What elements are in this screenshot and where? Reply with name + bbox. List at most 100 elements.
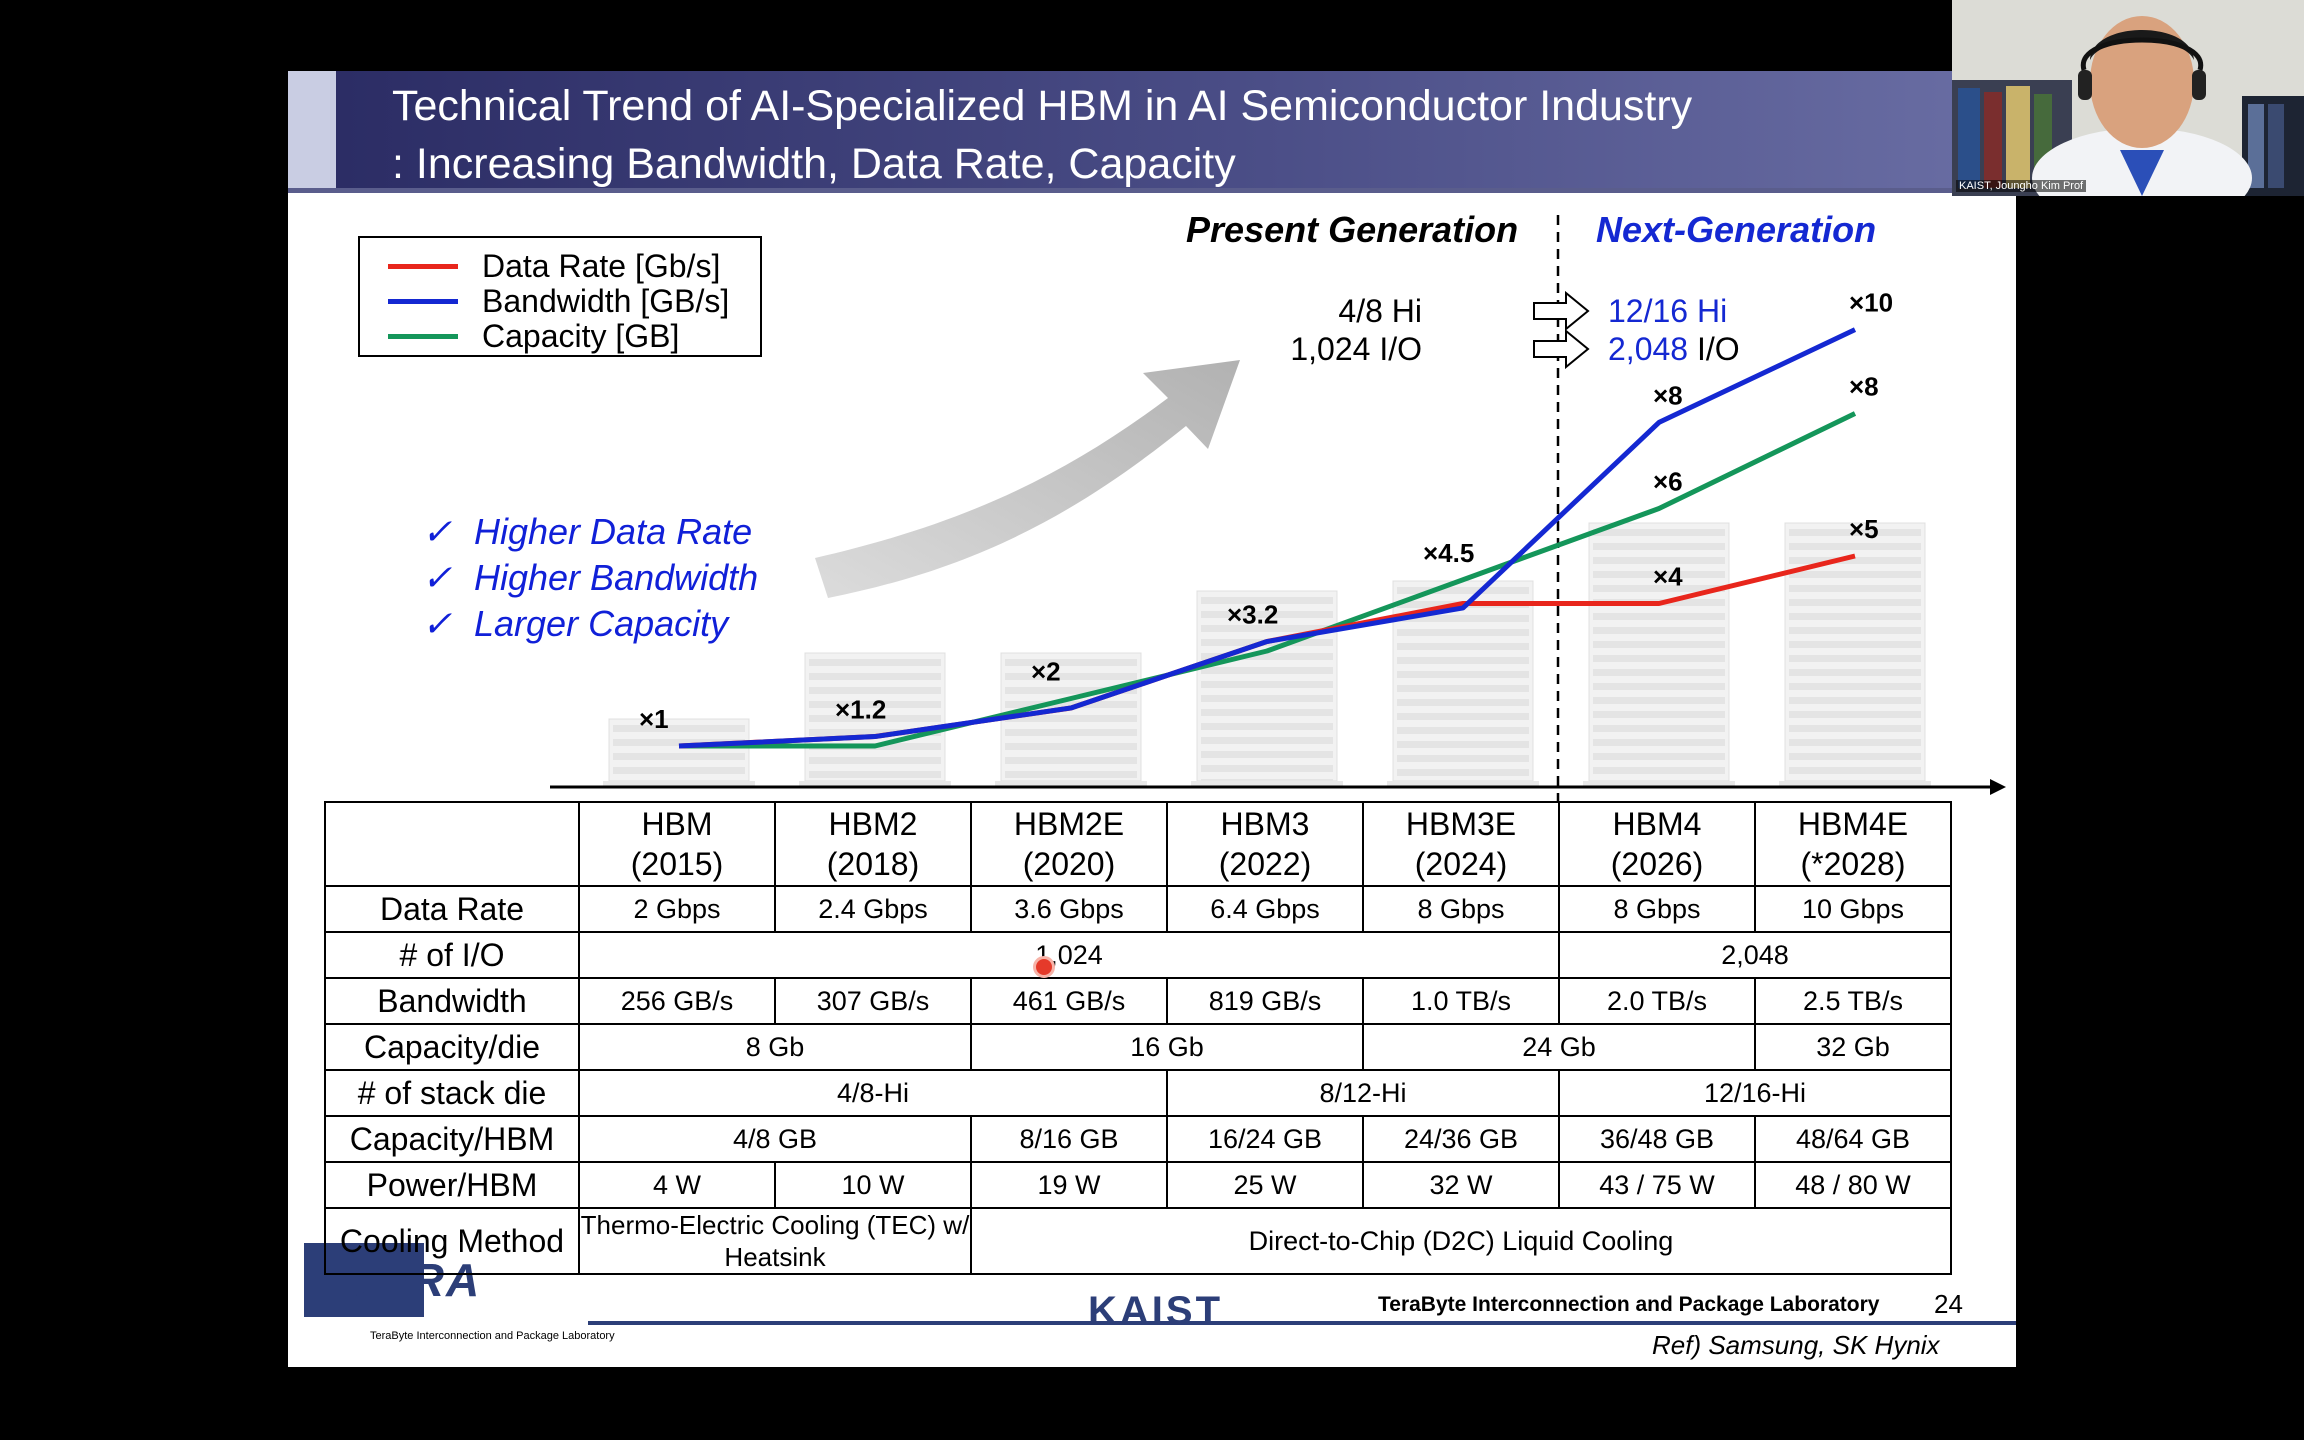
table-cell: 24 Gb <box>1362 1023 1756 1071</box>
table-column-header: HBM4 (2026) <box>1558 801 1756 887</box>
row-header: # of I/O <box>324 931 580 979</box>
table-column-header: HBM4E (*2028) <box>1754 801 1952 887</box>
table-header-row: HBM (2015) HBM2 (2018) HBM2E (2020) HBM3 (2022)… <box>324 801 1952 887</box>
column-year: (2026) <box>1610 846 1704 882</box>
hbm-die-layer <box>1789 585 1921 592</box>
row-header: Data Rate <box>324 885 580 933</box>
present-generation-label: Present Generation <box>1186 209 1519 250</box>
hbm-die-layer <box>1397 615 1529 622</box>
table-cell: 1.0 TB/s <box>1362 977 1560 1025</box>
column-year: (2024) <box>1414 846 1508 882</box>
column-name: HBM3 <box>1220 806 1310 842</box>
hbm-substrate <box>1387 781 1539 787</box>
hbm-die-layer <box>809 701 941 708</box>
row-header: Power/HBM <box>324 1161 580 1209</box>
stack-from: 4/8 Hi <box>1338 293 1422 329</box>
lab-name: TeraByte Interconnection and Package Lab… <box>1378 1293 1880 1316</box>
table-cell: 16 Gb <box>970 1023 1364 1071</box>
table-cell: 2,048 <box>1558 931 1952 979</box>
hbm-die-layer <box>1397 671 1529 678</box>
table-column-header: HBM2E (2020) <box>970 801 1168 887</box>
hbm-die-layer <box>1789 725 1921 732</box>
bullet-text: Higher Bandwidth <box>474 557 759 598</box>
table-cell: 1,024 <box>578 931 1560 979</box>
hbm-die-layer <box>809 771 941 778</box>
legend-label: Data Rate [Gb/s] <box>482 248 721 284</box>
multiplier-label: ×5 <box>1849 514 1879 544</box>
hbm-die-layer <box>1789 529 1921 536</box>
io-from: 1,024 I/O <box>1290 331 1422 367</box>
table-cell: 2 Gbps <box>578 885 776 933</box>
table-column-header: HBM3E (2024) <box>1362 801 1560 887</box>
table-cell: 2.4 Gbps <box>774 885 972 933</box>
table-cell: 8 Gb <box>578 1023 972 1071</box>
hbm-stack-illustrations <box>603 522 1931 787</box>
hbm-die-layer <box>1201 723 1333 730</box>
table-column-header: HBM2 (2018) <box>774 801 972 887</box>
multiplier-label: ×2 <box>1031 657 1061 687</box>
hbm-die-layer <box>1789 655 1921 662</box>
series-line <box>678 327 1857 749</box>
hbm-die-layer <box>1593 655 1725 662</box>
legend-swatch <box>388 299 458 304</box>
hbm-die-layer <box>1201 653 1333 660</box>
hbm-die-layer <box>1397 713 1529 720</box>
checkmark-icon: ✓ <box>422 557 453 598</box>
hbm-stack-icon <box>1583 522 1735 787</box>
right-arrow-icon <box>1533 291 1590 331</box>
table-cell: 4/8 GB <box>578 1115 972 1163</box>
row-header: Capacity/HBM <box>324 1115 580 1163</box>
hbm-die-layer <box>1201 667 1333 674</box>
hbm-die-layer <box>809 673 941 680</box>
hbm-die-layer <box>1201 695 1333 702</box>
multiplier-label: ×1.2 <box>835 695 886 725</box>
pointer-dot-icon <box>1033 956 1055 978</box>
multiplier-label: ×1 <box>639 704 669 734</box>
table-cell: 8/16 GB <box>970 1115 1168 1163</box>
column-name: HBM3E <box>1405 806 1517 842</box>
table-cell: 25 W <box>1166 1161 1364 1209</box>
hbm-die-layer <box>1789 767 1921 774</box>
hbm-die-layer <box>1789 697 1921 704</box>
hbm-die-layer <box>809 687 941 694</box>
column-name: HBM <box>641 806 713 842</box>
table-cell: 24/36 GB <box>1362 1115 1560 1163</box>
column-name: HBM4E <box>1797 806 1909 842</box>
checkmark-icon: ✓ <box>422 603 453 644</box>
x-axis-arrow-icon <box>1990 779 2006 795</box>
hbm-die-layer <box>1789 669 1921 676</box>
hbm-die-layer <box>1397 755 1529 762</box>
hbm-die-layer <box>1789 543 1921 550</box>
table-row: Cooling Method Thermo-Electric Cooling (T… <box>324 1207 1952 1275</box>
hbm-die-layer <box>1593 571 1725 578</box>
hbm-die-layer <box>1789 599 1921 606</box>
trend-chart: ×1 ×1.2 ×2 ×3.2 ×4.5 ×8 ×6 ×4 ×10 ×8 ×5 <box>550 215 2006 801</box>
column-name: HBM4 <box>1612 806 1702 842</box>
webcam-scene <box>1952 0 2304 196</box>
column-name: HBM2 <box>828 806 918 842</box>
hbm-die-layer <box>1005 757 1137 764</box>
table-row: Bandwidth 256 GB/s 307 GB/s 461 GB/s 819 GB/… <box>324 977 1952 1025</box>
hbm-die-layer <box>1789 613 1921 620</box>
hbm-die-layer <box>1789 753 1921 760</box>
multiplier-label: ×10 <box>1849 288 1893 318</box>
hbm-die-layer <box>1593 739 1725 746</box>
bullet-item: ✓ Larger Capacity <box>422 603 758 649</box>
webcam-caption: KAIST, Joungho Kim Prof <box>1956 180 2087 192</box>
table-cell: Direct-to-Chip (D2C) Liquid Cooling <box>970 1207 1952 1275</box>
table-cell: 19 W <box>970 1161 1168 1209</box>
slide-title-line2: : Increasing Bandwidth, Data Rate, Capac… <box>392 140 1236 188</box>
hbm-die-layer <box>1593 641 1725 648</box>
table-cell: 12/16-Hi <box>1558 1069 1952 1117</box>
hbm-die-layer <box>1005 771 1137 778</box>
hbm-die-layer <box>1397 727 1529 734</box>
io-to: 2,048 I/O <box>1608 331 1740 368</box>
bullet-item: ✓ Higher Data Rate <box>422 511 758 557</box>
table-row: # of stack die 4/8-Hi 8/12-Hi 12/16-Hi <box>324 1069 1952 1117</box>
column-year: (2018) <box>826 846 920 882</box>
hbm-die-layer <box>1005 673 1137 680</box>
bullet-item: ✓ Higher Bandwidth <box>422 557 758 603</box>
multiplier-label: ×8 <box>1653 380 1683 410</box>
hbm-die-layer <box>1789 627 1921 634</box>
legend-swatch <box>388 334 458 339</box>
